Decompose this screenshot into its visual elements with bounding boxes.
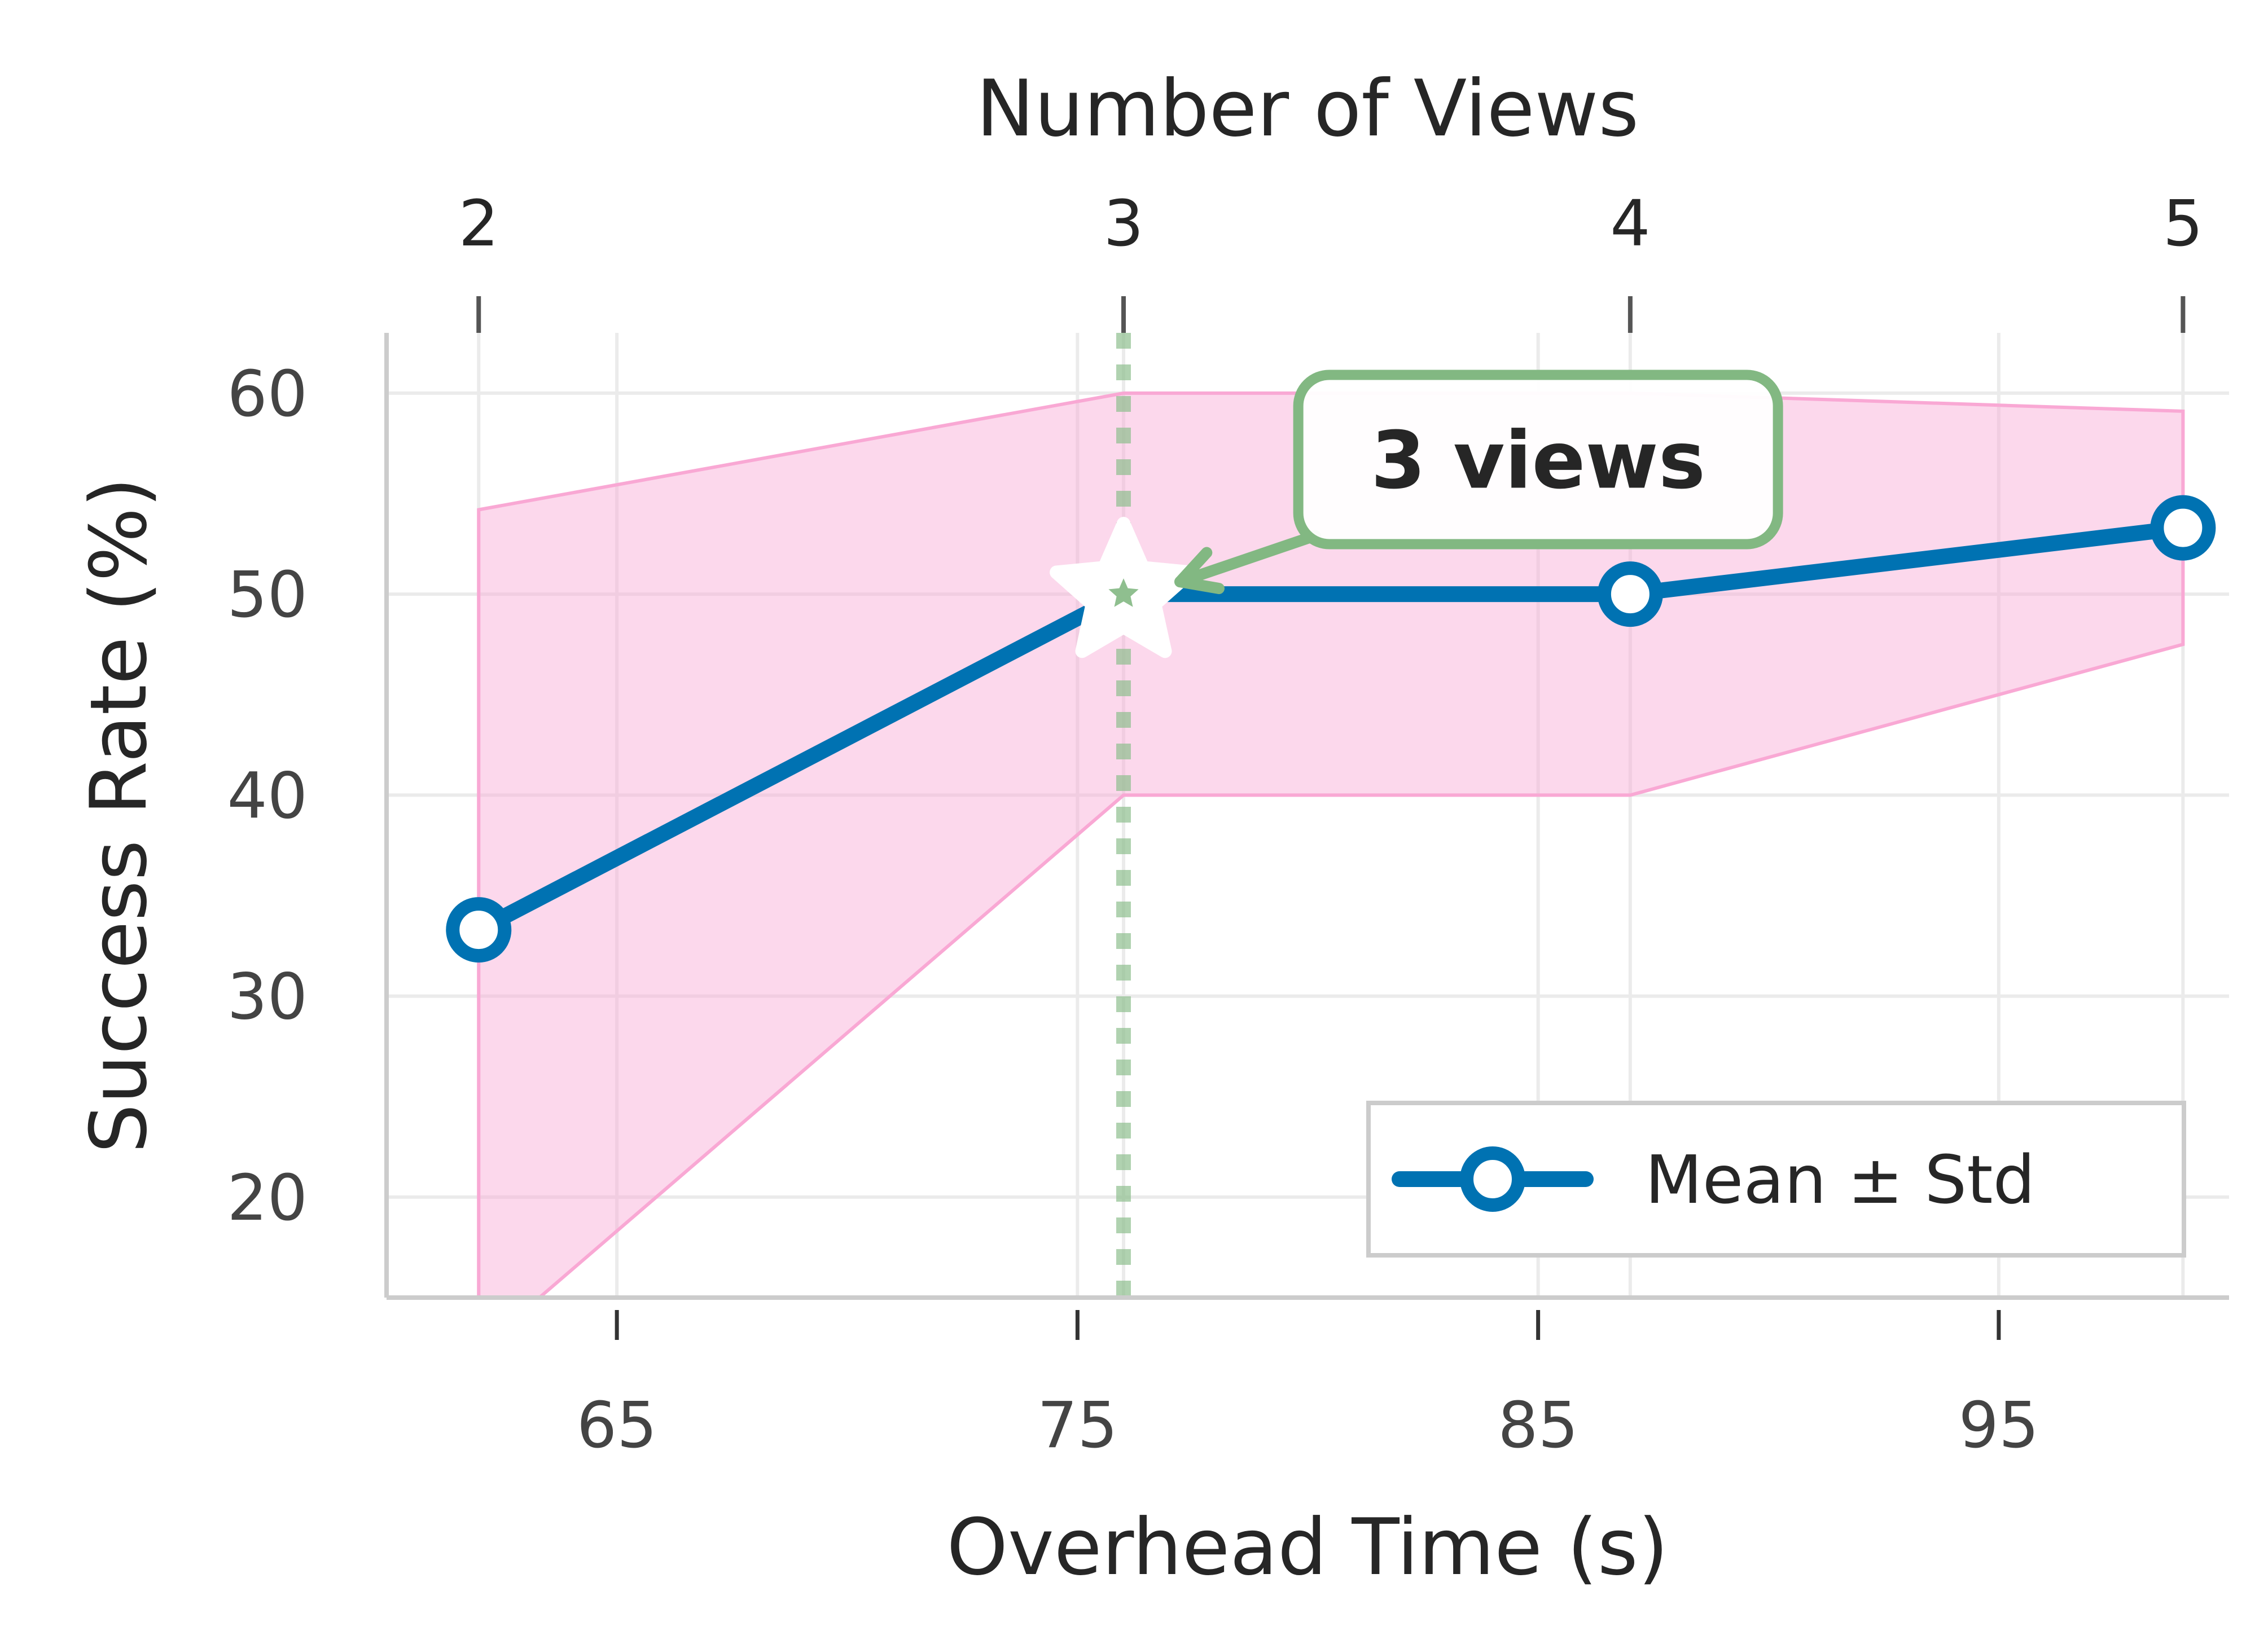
annotation-arrow [1174, 530, 1321, 588]
legend: Mean ± Std [1366, 1101, 2186, 1258]
x-tick-label: 65 [577, 1389, 657, 1462]
series-line [471, 520, 2191, 938]
y-tick-label: 50 [227, 559, 308, 632]
annotation-box [1293, 370, 1783, 550]
x-tick-label: 75 [1037, 1389, 1118, 1462]
series-point [446, 897, 512, 963]
top-tick-label: 2 [459, 187, 499, 261]
top-tick-label: 5 [2163, 187, 2203, 261]
annotation-layer: 3 views [1050, 370, 1783, 658]
y-tick-label: 20 [227, 1162, 308, 1235]
annotation-arrowhead [1174, 547, 1225, 595]
x-tick-label: 95 [1959, 1389, 2039, 1462]
y-tick-label: 30 [227, 961, 308, 1034]
std-band-layer [477, 391, 2185, 1298]
top-axis-title: Number of Views [976, 63, 1639, 154]
x-axis-title: Overhead Time (s) [946, 1502, 1668, 1593]
legend-label: Mean ± Std [1645, 1141, 2035, 1219]
y-tick-label: 60 [227, 358, 308, 431]
legend-marker-swatch [1460, 1146, 1525, 1212]
top-tick-label: 4 [1610, 187, 1650, 261]
axes: 20 30 40 50 60 65 75 85 95 2 3 4 5 [227, 187, 2229, 1462]
y-axis-title: Success Rate (%) [73, 477, 164, 1153]
y-tick-label: 40 [227, 759, 308, 833]
series-point [1597, 561, 1663, 627]
annotation-text: 3 views [1371, 415, 1705, 507]
series-layer [446, 495, 2216, 963]
std-band [477, 391, 2185, 1298]
top-tick-label: 3 [1103, 187, 1143, 261]
highlight-star-center [1108, 578, 1139, 607]
series-point [2150, 495, 2216, 561]
x-tick-label: 85 [1498, 1389, 1578, 1462]
